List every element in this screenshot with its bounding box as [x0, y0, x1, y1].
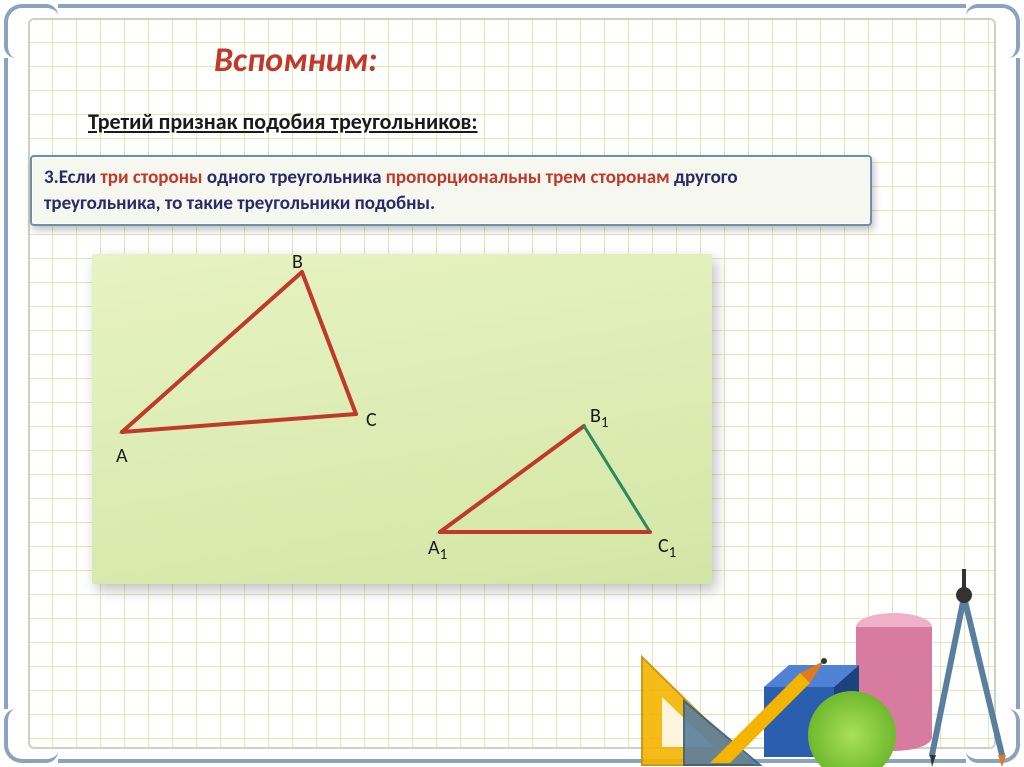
- theorem-text: 3.Если три стороны одного треугольника п…: [44, 165, 858, 216]
- slide-root: Вспомним: Третий признак подобия треугол…: [0, 0, 1024, 767]
- diagram-panel: ABCA1B1C1: [92, 254, 712, 584]
- slide-subtitle: Третий признак подобия треугольников:: [88, 108, 477, 135]
- vertex-label-C1: C1: [658, 534, 676, 562]
- vertex-label-A1: A1: [428, 536, 447, 564]
- vertex-label-B1: B1: [590, 404, 609, 432]
- theorem-box: 3.Если три стороны одного треугольника п…: [30, 155, 872, 226]
- slide-title: Вспомним:: [214, 40, 377, 81]
- vertex-label-B: B: [292, 250, 303, 274]
- vertex-label-C: C: [366, 408, 377, 432]
- vertex-label-A: A: [116, 444, 128, 468]
- triangle-diagram: [92, 254, 712, 584]
